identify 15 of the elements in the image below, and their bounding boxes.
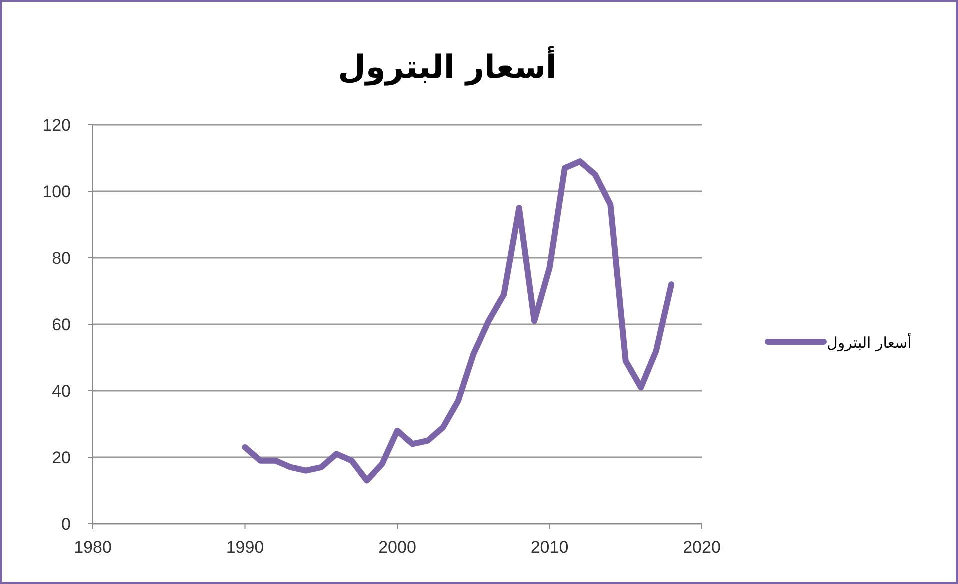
y-tick-label: 80 (52, 249, 71, 268)
y-tick-label: 0 (62, 515, 71, 534)
x-tick-label: 2000 (378, 538, 416, 557)
x-tick-label: 1980 (74, 538, 112, 557)
x-tick-label: 1990 (226, 538, 264, 557)
y-tick-label: 20 (52, 448, 71, 468)
y-tick-label: 100 (42, 182, 71, 202)
legend: أسعار البترول (765, 334, 912, 352)
y-tick-label: 120 (42, 116, 71, 135)
y-tick-label: 60 (52, 316, 71, 334)
x-tick-label: 2020 (683, 538, 721, 557)
x-tick-label: 2010 (530, 538, 569, 557)
chart-title: أسعار البترول (338, 46, 557, 86)
legend-label: أسعار البترول (827, 333, 912, 352)
y-tick-label: 40 (52, 382, 71, 401)
